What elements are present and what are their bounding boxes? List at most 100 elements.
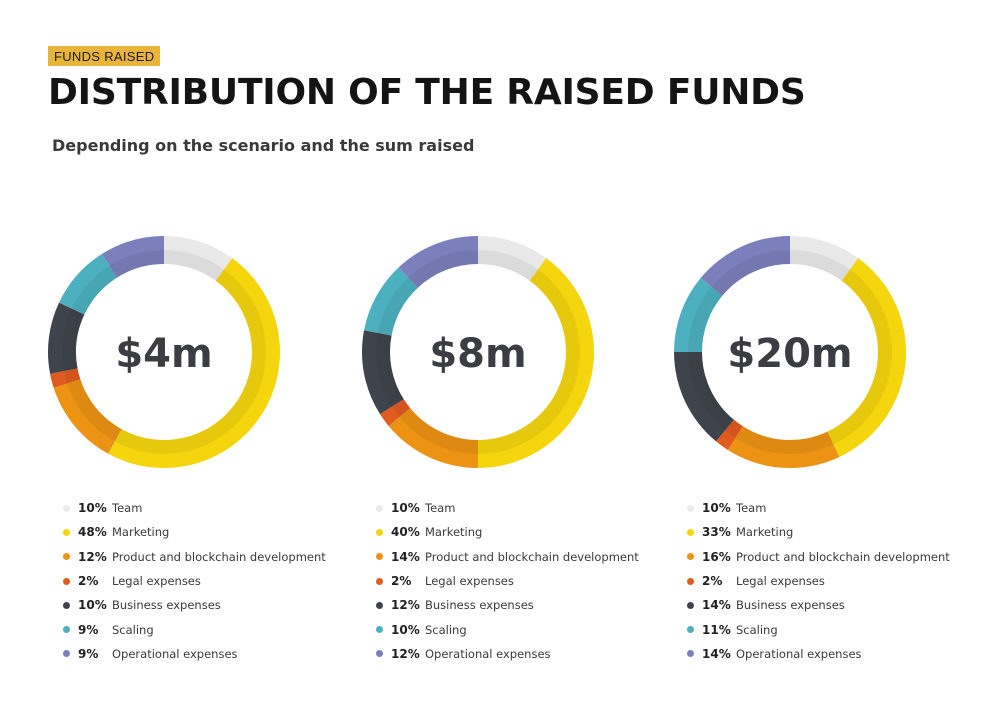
legend-item-marketing: 40% Marketing xyxy=(361,520,639,544)
legend-dot xyxy=(376,504,383,512)
legend-label: Operational expenses xyxy=(736,646,862,661)
legend-item-scaling: 11% Scaling xyxy=(672,617,950,641)
slice-team xyxy=(478,236,547,281)
slice-operational-expenses xyxy=(398,236,478,288)
legend-item-legal-expenses: 2% Legal expenses xyxy=(361,569,639,593)
legend-item-legal-expenses: 2% Legal expenses xyxy=(672,569,950,593)
legend-dot xyxy=(63,650,70,658)
legend-item-business-expenses: 10% Business expenses xyxy=(48,593,326,617)
legend-label: Product and blockchain development xyxy=(425,549,639,564)
donut-inner-shade xyxy=(688,250,892,454)
legend-dot xyxy=(63,528,70,536)
slice-product-and-blockchain-development xyxy=(388,408,478,468)
legend-label: Scaling xyxy=(425,622,467,637)
legend-dot xyxy=(687,553,694,561)
donut-chart-20m: $20m xyxy=(670,232,910,472)
legend-percent: 10% xyxy=(78,598,107,613)
legend-percent: 10% xyxy=(702,501,731,516)
funds-raised-badge: FUNDS RAISED xyxy=(48,46,161,66)
legend-label: Team xyxy=(112,501,143,516)
donut-inner-shade xyxy=(62,250,266,454)
slice-marketing xyxy=(478,258,594,468)
legend-percent: 48% xyxy=(78,525,107,540)
legend-label: Team xyxy=(425,501,456,516)
slice-product-and-blockchain-development xyxy=(53,379,122,454)
donut-svg: $4m xyxy=(48,236,281,468)
legend-label: Marketing xyxy=(112,525,170,540)
legend-dot xyxy=(687,504,694,512)
legend-dot xyxy=(376,626,383,634)
legend-dot xyxy=(687,528,694,536)
donut-chart-8m: $8m xyxy=(358,232,598,472)
slice-business-expenses xyxy=(48,302,85,374)
legend-item-team: 10% Team xyxy=(672,496,950,520)
legend-item-operational-expenses: 14% Operational expenses xyxy=(672,642,950,666)
legend-percent: 33% xyxy=(702,525,731,540)
legend-item-product-and-blockchain-development: 14% Product and blockchain development xyxy=(361,545,639,569)
slice-business-expenses xyxy=(362,330,404,415)
slice-legal-expenses xyxy=(716,419,743,450)
legend-label: Product and blockchain development xyxy=(736,549,950,564)
legend-20m: 10% Team 33% Marketing 16% Product and blockc… xyxy=(672,496,950,666)
legend-label: Operational expenses xyxy=(425,646,551,661)
legend-dot xyxy=(687,577,694,585)
center-label: $20m xyxy=(727,331,852,377)
slice-scaling xyxy=(674,278,723,352)
slice-legal-expenses xyxy=(50,368,81,388)
legend-dot xyxy=(63,553,70,561)
legend-percent: 14% xyxy=(391,549,420,564)
legend-item-scaling: 9% Scaling xyxy=(48,617,326,641)
legend-label: Scaling xyxy=(112,622,154,637)
legend-dot xyxy=(63,577,70,585)
legend-item-business-expenses: 12% Business expenses xyxy=(361,593,639,617)
legend-label: Legal expenses xyxy=(425,574,514,589)
legend-percent: 2% xyxy=(78,574,99,589)
legend-item-business-expenses: 14% Business expenses xyxy=(672,593,950,617)
legend-dot xyxy=(376,553,383,561)
legend-item-team: 10% Team xyxy=(361,496,639,520)
legend-dot xyxy=(376,577,383,585)
donut-inner-shade xyxy=(376,250,580,454)
slice-legal-expenses xyxy=(380,399,411,426)
legend-item-marketing: 33% Marketing xyxy=(672,520,950,544)
legend-dot xyxy=(63,504,70,512)
legend-dot xyxy=(63,601,70,609)
legend-label: Scaling xyxy=(736,622,778,637)
slice-product-and-blockchain-development xyxy=(727,426,840,468)
legend-dot xyxy=(687,601,694,609)
legend-item-operational-expenses: 12% Operational expenses xyxy=(361,642,639,666)
slice-scaling xyxy=(364,267,418,336)
legend-percent: 12% xyxy=(391,598,420,613)
legend-label: Business expenses xyxy=(112,598,221,613)
legend-item-product-and-blockchain-development: 12% Product and blockchain development xyxy=(48,545,326,569)
legend-percent: 14% xyxy=(702,598,731,613)
slice-business-expenses xyxy=(674,352,734,442)
legend-label: Marketing xyxy=(736,525,794,540)
legend-label: Team xyxy=(736,501,767,516)
legend-dot xyxy=(687,650,694,658)
legend-item-scaling: 10% Scaling xyxy=(361,617,639,641)
legend-8m: 10% Team 40% Marketing 14% Product and blockc… xyxy=(361,496,639,666)
legend-percent: 2% xyxy=(702,574,723,589)
legend-percent: 12% xyxy=(78,549,107,564)
legend-dot xyxy=(376,601,383,609)
legend-percent: 11% xyxy=(702,622,731,637)
slice-team xyxy=(164,236,233,281)
legend-label: Legal expenses xyxy=(112,574,201,589)
legend-label: Product and blockchain development xyxy=(112,549,326,564)
slice-marketing xyxy=(108,258,281,468)
center-label: $8m xyxy=(429,331,526,377)
legend-percent: 14% xyxy=(702,646,731,661)
page-subtitle: Depending on the scenario and the sum ra… xyxy=(52,136,475,155)
legend-label: Legal expenses xyxy=(736,574,825,589)
legend-dot xyxy=(376,650,383,658)
legend-label: Marketing xyxy=(425,525,483,540)
legend-item-operational-expenses: 9% Operational expenses xyxy=(48,642,326,666)
legend-label: Business expenses xyxy=(425,598,534,613)
legend-label: Business expenses xyxy=(736,598,845,613)
slice-marketing xyxy=(827,258,906,457)
legend-label: Operational expenses xyxy=(112,646,238,661)
donut-chart-4m: $4m xyxy=(44,232,284,472)
legend-percent: 10% xyxy=(391,622,420,637)
slice-operational-expenses xyxy=(700,236,790,296)
